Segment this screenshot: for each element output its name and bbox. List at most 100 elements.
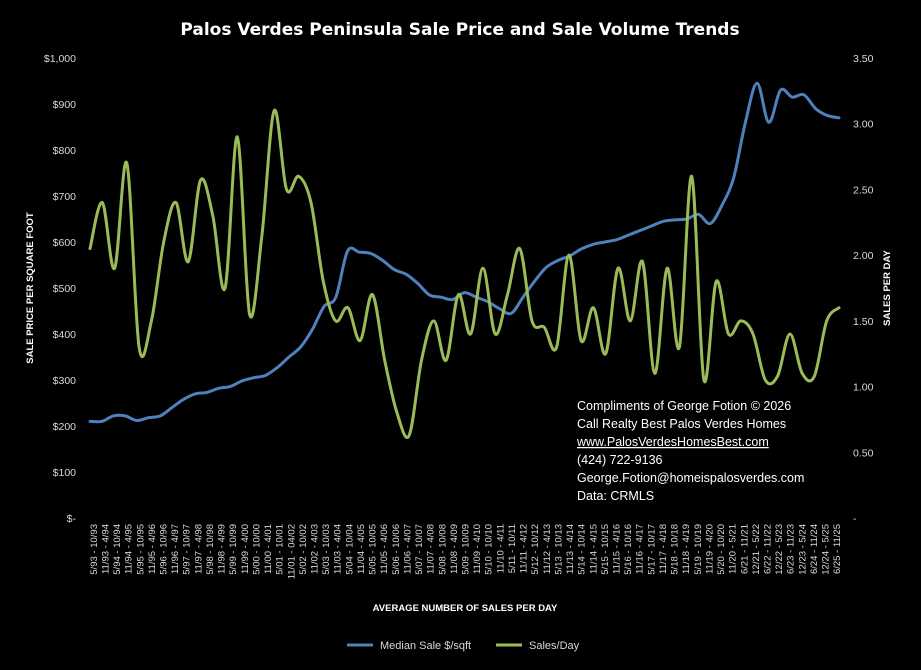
annotation-email: George.Fotion@homeispalosverdes.com: [577, 471, 804, 485]
y-left-tick-label: $100: [53, 467, 77, 479]
x-tick-label: 5/19 - 10/19: [693, 524, 704, 575]
y-right-tick-label: -: [853, 513, 857, 525]
legend: Median Sale $/sqft Sales/Day: [347, 640, 580, 652]
y-left-tick-label: $400: [53, 329, 77, 341]
x-tick-label: 6/25 - 11/25: [832, 524, 843, 574]
x-tick-label: 5/09 - 10/09: [461, 524, 472, 575]
x-tick-label: 6/23 - 11/23: [786, 524, 797, 574]
y-right-tick-label: 1.50: [853, 316, 874, 328]
x-tick-label: 11/19 - 4/20: [704, 524, 715, 574]
x-tick-label: 11/02 - 4/03: [310, 524, 321, 574]
x-tick-label: 5/93 - 10/93: [89, 524, 100, 575]
x-tick-label: 6/24 - 11/24: [809, 524, 820, 574]
legend-label-sales: Sales/Day: [529, 640, 580, 652]
y-axis-left-label: SALE PRICE PER SQUARE FOOT: [25, 212, 36, 364]
y-left-tick-label: $600: [53, 237, 77, 249]
x-tick-label: 11/00 - 4/01: [263, 524, 274, 574]
x-tick-label: 11/08 - 4/09: [449, 524, 460, 574]
annotation-phone: (424) 722-9136: [577, 453, 663, 467]
x-tick-label: 6/22 - 11/22: [763, 524, 774, 574]
y-left-tick-label: $800: [53, 145, 77, 157]
y-left-tick-label: $-: [67, 513, 77, 525]
x-tick-label: 5/11 - 10/11: [507, 524, 518, 573]
x-tick-label: 5/10 - 10/10: [484, 524, 495, 575]
x-tick-label: 11/09 - 4/10: [472, 524, 483, 574]
series-line-median-price: [88, 81, 841, 424]
annotation-block: Compliments of George Fotion © 2026 Call…: [576, 399, 804, 503]
y-left-tick-label: $200: [53, 421, 77, 433]
y-left-tick-label: $900: [53, 99, 77, 111]
x-tick-label: 11/16 - 4/17: [635, 524, 646, 574]
x-tick-label: 12/22 - 5/23: [774, 524, 785, 575]
legend-label-price: Median Sale $/sqft: [380, 640, 471, 652]
x-tick-label: 5/02 - 10/02: [298, 524, 309, 575]
x-tick-label: 5/07 - 10/07: [414, 524, 425, 575]
x-tick-label: 5/03 - 10/03: [321, 524, 332, 575]
x-tick-label: 5/12 - 10/12: [530, 524, 541, 575]
annotation-data-source: Data: CRMLS: [577, 489, 654, 503]
x-tick-label: 11/14 - 4/15: [588, 524, 599, 574]
x-tick-label: 6/21 - 11/21: [739, 524, 750, 574]
annotation-line-1: Compliments of George Fotion © 2026: [577, 399, 791, 413]
x-tick-label: 5/01 - 10/01: [275, 524, 286, 575]
x-axis-ticks: 5/93 - 10/93 11/93 - 4/94 5/94 - 10/94 11/9…: [89, 524, 843, 579]
y-axis-left: $- $100 $200 $300 $400 $500 $600 $700 $800 $900 $1…: [44, 53, 77, 525]
x-tick-label: 5/08 - 10/08: [437, 524, 448, 575]
x-tick-label: 11/17 - 4/18: [658, 524, 669, 574]
x-tick-label: 12/23 - 5/24: [797, 524, 808, 575]
x-tick-label: 11/98 - 4/99: [217, 524, 228, 574]
y-right-tick-label: 0.50: [853, 447, 874, 459]
x-tick-label: 5/14 - 10/14: [577, 524, 588, 575]
x-tick-label: 11/04 - 4/05: [356, 524, 367, 574]
x-tick-label: 5/20 - 10/20: [716, 524, 727, 575]
x-tick-label: 11/13 - 4/14: [565, 524, 576, 574]
x-tick-label: 11/06 - 4/07: [402, 524, 413, 574]
x-tick-label: 5/06 - 10/06: [391, 524, 402, 575]
y-left-tick-label: $1,000: [44, 53, 76, 65]
x-tick-label: 11/20 - 5/21: [728, 524, 739, 574]
x-tick-label: 11/97 - 4/98: [193, 524, 204, 574]
x-axis-label: AVERAGE NUMBER OF SALES PER DAY: [373, 603, 558, 614]
y-right-tick-label: 3.00: [853, 119, 874, 131]
annotation-line-2: Call Realty Best Palos Verdes Homes: [577, 417, 786, 431]
x-tick-label: 5/04 - 10/04: [344, 524, 355, 575]
y-axis-right-label: SALES PER DAY: [882, 250, 893, 326]
x-tick-label: 5/99 - 10/99: [228, 524, 239, 575]
x-tick-label: 5/00 - 10/00: [251, 524, 262, 575]
x-tick-label: 11/03 - 4/04: [333, 524, 344, 574]
x-tick-label: 11/05 - 4/06: [379, 524, 390, 574]
x-tick-label: 11/99 - 4/00: [240, 524, 251, 574]
x-tick-label: 5/97 - 10/97: [182, 524, 193, 575]
x-tick-label: 5/13 - 10/13: [553, 524, 564, 575]
x-tick-label: 5/05 - 10/05: [368, 524, 379, 575]
annotation-website-link[interactable]: www.PalosVerdesHomesBest.com: [576, 435, 769, 449]
x-tick-label: 11/11 - 4/12: [519, 524, 530, 573]
x-tick-label: 11/96 - 4/97: [170, 524, 181, 574]
y-right-tick-label: 2.00: [853, 250, 874, 262]
x-tick-label: 5/17 - 10/17: [646, 524, 657, 575]
x-tick-label: 11/01 - 04/02: [286, 524, 297, 579]
x-tick-label: 5/96 - 10/96: [159, 524, 170, 575]
y-left-tick-label: $700: [53, 191, 77, 203]
chart-title: Palos Verdes Peninsula Sale Price and Sa…: [180, 20, 739, 40]
x-tick-label: 5/98 - 10/98: [205, 524, 216, 575]
x-tick-label: 11/07 - 4/08: [426, 524, 437, 574]
x-tick-label: 5/16 - 10/16: [623, 524, 634, 575]
x-tick-label: 11/15 - 4/16: [612, 524, 623, 574]
x-tick-label: 11/12 - 4/13: [542, 524, 553, 574]
x-tick-label: 5/18 - 10/18: [670, 524, 681, 575]
x-tick-label: 5/95 - 10/95: [135, 524, 146, 575]
x-tick-label: 5/15 - 10/15: [600, 524, 611, 575]
series-line-sales-per-day: [88, 109, 841, 439]
y-right-tick-label: 2.50: [853, 184, 874, 196]
x-tick-label: 11/94 - 4/95: [124, 524, 135, 574]
x-tick-label: 11/95 - 4/96: [147, 524, 158, 574]
x-tick-label: 5/94 - 10/94: [112, 524, 123, 575]
x-tick-label: 11/93 - 4/94: [100, 524, 111, 574]
y-right-tick-label: 3.50: [853, 53, 874, 65]
y-axis-right: - 0.50 1.00 1.50 2.00 2.50 3.00 3.50: [853, 53, 874, 525]
x-tick-label: 11/10 - 4/11: [495, 524, 506, 573]
